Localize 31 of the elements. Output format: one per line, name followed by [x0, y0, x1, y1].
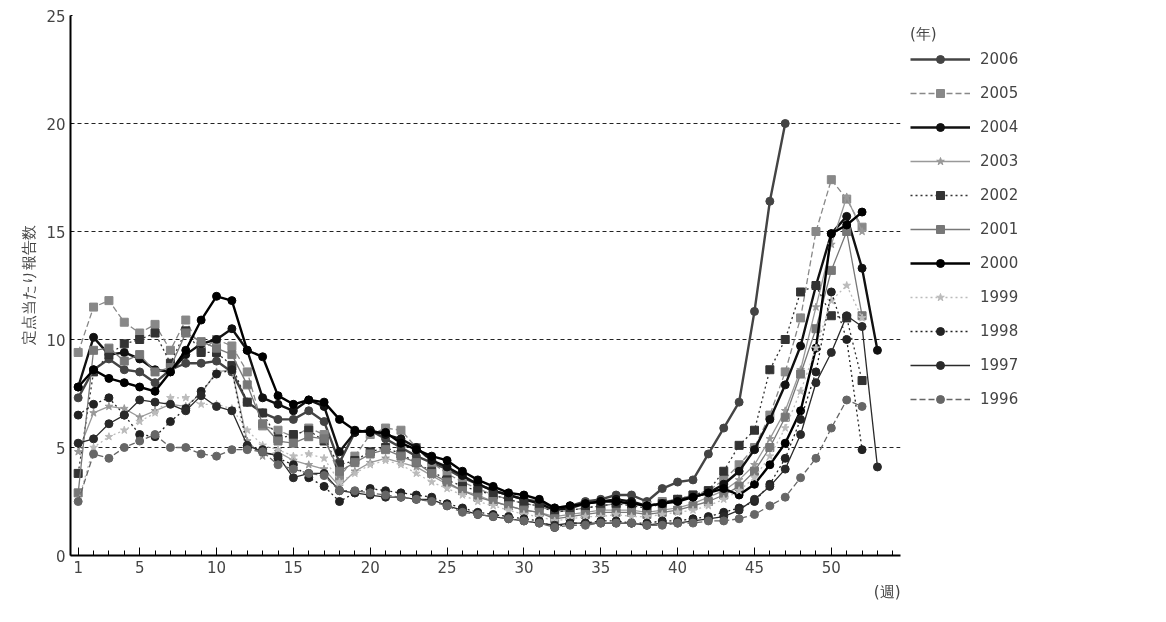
- legend-label: 2001: [980, 220, 1019, 238]
- x-tick-label: 40: [668, 558, 688, 577]
- legend-label: 1997: [980, 356, 1019, 374]
- y-tick-label: 20: [46, 115, 66, 134]
- x-tick-label: 50: [821, 558, 841, 577]
- legend-title: (年): [910, 25, 938, 44]
- legend-label: 1998: [980, 322, 1019, 340]
- x-tick-label: 5: [134, 558, 145, 577]
- legend-label: 2005: [980, 84, 1019, 102]
- x-tick-label: 35: [591, 558, 611, 577]
- x-tick-label: 30: [514, 558, 534, 577]
- x-tick-label: 1: [73, 558, 83, 577]
- x-tick-label: 15: [283, 558, 303, 577]
- legend-label: 1999: [980, 288, 1019, 306]
- y-tick-label: 15: [46, 223, 66, 242]
- legend-label: 2006: [980, 50, 1019, 68]
- y-tick-label: 5: [55, 439, 66, 458]
- legend-label: 2004: [980, 118, 1019, 136]
- legend-label: 2000: [980, 254, 1019, 272]
- legend-label: 1996: [980, 390, 1019, 408]
- y-tick-label: 10: [46, 331, 66, 350]
- y-tick-label: 0: [55, 547, 66, 566]
- x-tick-label: 20: [360, 558, 380, 577]
- legend-label: 2003: [980, 152, 1019, 170]
- x-tick-label: 45: [744, 558, 765, 577]
- x-tick-label: 10: [206, 558, 227, 577]
- x-axis-title: (週): [873, 582, 901, 601]
- legend-label: 2002: [980, 186, 1019, 204]
- x-tick-label: 25: [437, 558, 457, 577]
- y-tick-label: 25: [46, 7, 66, 26]
- y-axis-title: 定点当たり報告数: [20, 225, 39, 346]
